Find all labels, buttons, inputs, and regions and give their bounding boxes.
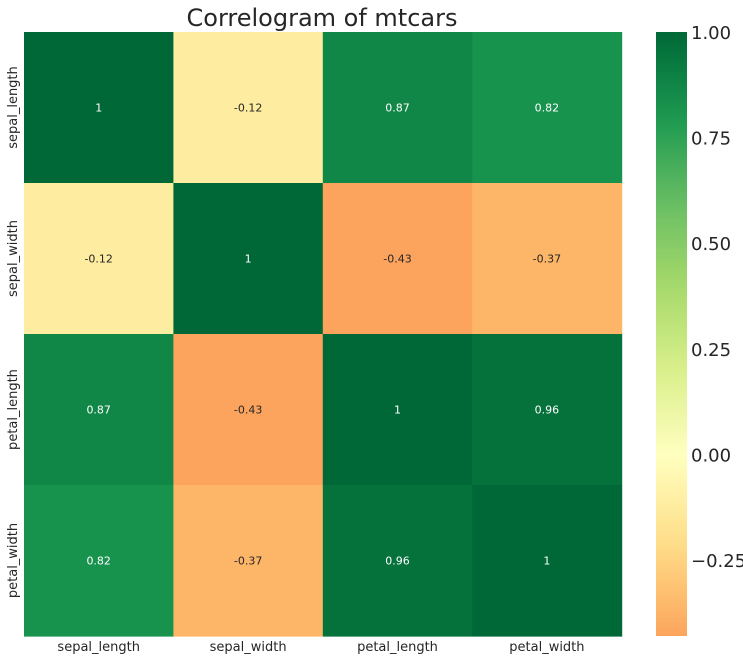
colorbar-tick-label: 0.25 [691,340,731,361]
colorbar-tick-label: −0.25 [691,551,743,572]
chart-title: Correlogram of mtcars [187,4,458,32]
colorbar-tick-labels: 1.00 0.75 0.50 0.25 0.00 −0.25 [691,23,743,572]
cell-annotations: 1 -0.12 0.87 0.82 -0.12 1 -0.43 -0.37 0.87 -0.43 1… [84,102,561,568]
colorbar-tick-label: 0.00 [691,445,731,466]
cell-annotation: 1 [245,253,252,266]
colorbar-tick-label: 0.75 [691,129,731,150]
x-tick-label: petal_length [357,640,438,655]
heatmap-cell [322,183,473,335]
heatmap-cell [322,485,473,637]
cell-annotation: 0.96 [385,555,410,568]
heatmap-cell [173,183,324,335]
heatmap-cell [24,485,174,637]
heatmap-cell [322,334,473,486]
heatmap-cell [472,183,623,335]
colorbar-tick-label: 1.00 [691,23,731,44]
cell-annotation: 1 [394,404,401,417]
x-tick-label: petal_width [509,640,584,655]
cell-annotation: 0.87 [385,102,410,115]
heatmap-cell [472,334,623,486]
cell-annotation: 0.87 [86,404,111,417]
cell-annotation: -0.43 [383,253,411,266]
y-tick-label: petal_length [6,369,21,450]
y-tick-label: sepal_length [6,66,21,149]
cell-annotation: 1 [95,102,102,115]
cell-annotation: -0.12 [234,102,262,115]
heatmap-cells [24,32,623,637]
heatmap-cell [24,32,174,184]
heatmap-cell [24,334,174,486]
cell-annotation: -0.37 [234,555,262,568]
cell-annotation: 1 [543,555,550,568]
cell-annotation: -0.43 [234,404,262,417]
heatmap-cell [472,32,623,184]
cell-annotation: 0.96 [535,404,560,417]
colorbar-tick-label: 0.50 [691,234,731,255]
cell-annotation: -0.37 [533,253,561,266]
heatmap-cell [173,485,324,637]
y-tick-label: petal_width [6,523,21,598]
cell-annotation: 0.82 [535,102,560,115]
x-tick-label: sepal_width [210,640,287,655]
heatmap-cell [322,32,473,184]
heatmap-cell [173,334,324,486]
heatmap-cell [24,183,174,335]
y-tick-label: sepal_width [6,220,21,297]
cell-annotation: -0.12 [84,253,112,266]
y-tick-labels: sepal_length sepal_width petal_lengthpetal… [6,66,21,598]
cell-annotation: 0.82 [86,555,111,568]
x-tick-label: sepal_length [57,640,140,655]
heatmap-cell [173,32,324,184]
x-tick-labels: sepal_length sepal_width petal_length petal… [57,640,584,655]
colorbar [656,32,687,636]
heatmap-cell [472,485,623,637]
